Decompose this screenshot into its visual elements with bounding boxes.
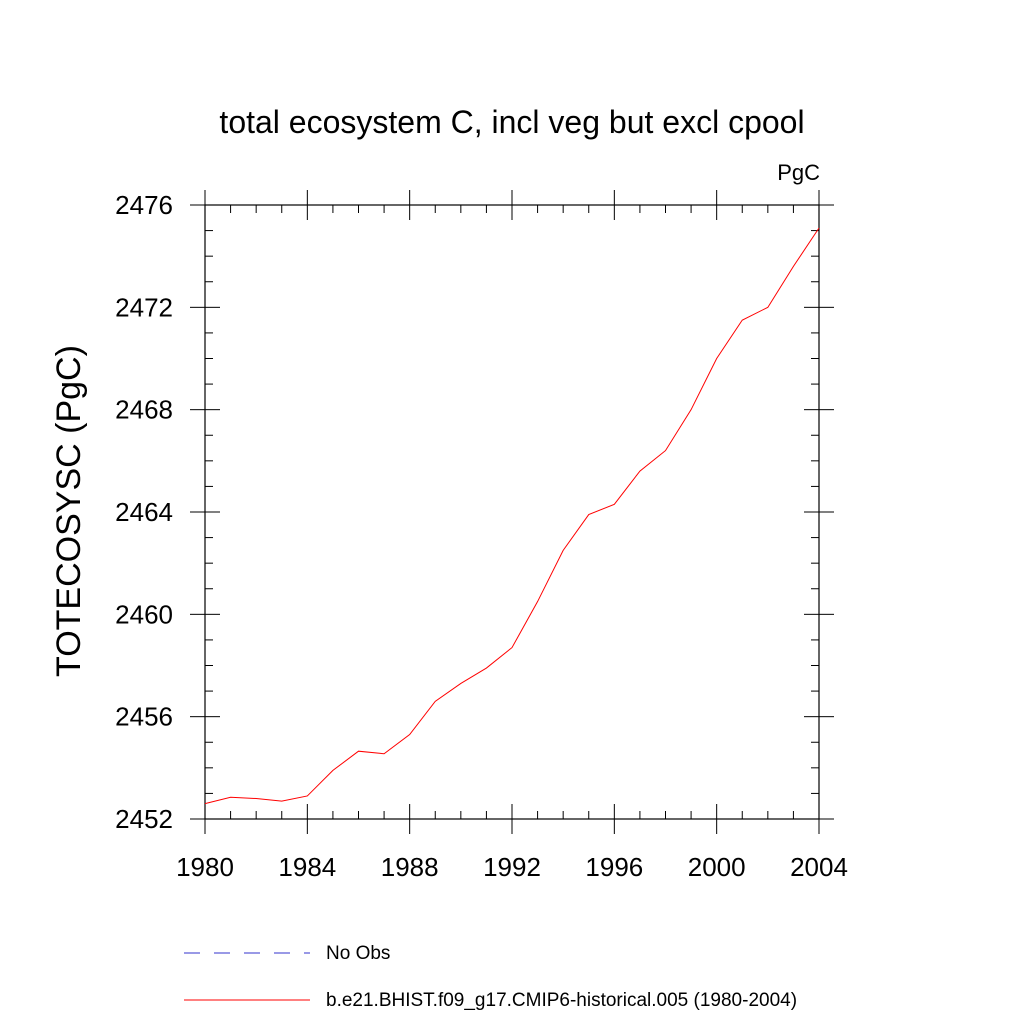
legend-label-historical: b.e21.BHIST.f09_g17.CMIP6-historical.005… — [326, 990, 797, 1011]
y-tick-label: 2468 — [115, 395, 173, 425]
y-tick-label: 2472 — [115, 292, 173, 322]
x-tick-label: 1996 — [585, 852, 643, 882]
series-layer — [204, 227, 820, 805]
y-axis-label: TOTECOSYSC (PgC) — [50, 345, 88, 677]
x-tick-label: 1992 — [483, 852, 541, 882]
units-label: PgC — [777, 160, 820, 185]
tick-labels: 1980 1984 1988 1992 1996 2000 2004 2452 2456 2460… — [115, 190, 848, 882]
legend-label-no-obs: No Obs — [326, 943, 390, 964]
y-tick-label: 2456 — [115, 702, 173, 732]
x-tick-label: 1988 — [381, 852, 439, 882]
x-tick-label: 2000 — [688, 852, 746, 882]
y-tick-label: 2452 — [115, 804, 173, 834]
y-tick-label: 2460 — [115, 599, 173, 629]
plot-frame — [204, 204, 820, 820]
axis-ticks — [190, 190, 834, 834]
x-tick-label: 1984 — [278, 852, 336, 882]
y-tick-label: 2464 — [115, 497, 173, 527]
y-tick-label: 2476 — [115, 190, 173, 220]
series-line — [204, 227, 820, 805]
x-tick-label: 2004 — [790, 852, 848, 882]
legend: No Obs b.e21.BHIST.f09_g17.CMIP6-histori… — [184, 943, 797, 1011]
x-tick-label: 1980 — [176, 852, 234, 882]
chart-title: total ecosystem C, incl veg but excl cpo… — [219, 104, 804, 140]
